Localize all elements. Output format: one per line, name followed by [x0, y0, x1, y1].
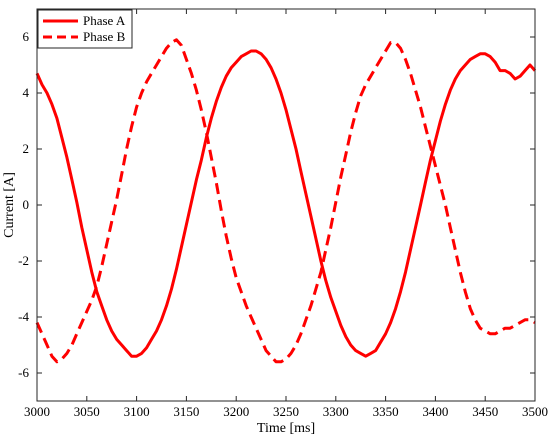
- x-tick-label: 3350: [373, 404, 399, 419]
- y-tick-label: 0: [23, 197, 30, 212]
- series-layer: [35, 38, 537, 364]
- x-tick-label: 3050: [74, 404, 100, 419]
- y-tick-label: 2: [23, 141, 30, 156]
- legend-label-phase-a: Phase A: [83, 13, 126, 28]
- series-line-phase-a: [35, 49, 537, 358]
- x-tick-label: 3200: [223, 404, 249, 419]
- x-tick-label: 3000: [24, 404, 50, 419]
- x-tick-label: 3100: [124, 404, 150, 419]
- x-axis-title: Time [ms]: [257, 421, 315, 436]
- plot-frame: [36, 8, 536, 402]
- legend-box: [37, 9, 133, 49]
- x-tick-label: 3450: [472, 404, 498, 419]
- x-tick-label: 3150: [173, 404, 199, 419]
- y-tick-label: -4: [18, 309, 29, 324]
- y-tick-label: -2: [18, 253, 29, 268]
- y-tick-label: -6: [18, 365, 29, 380]
- x-tick-label: 3400: [422, 404, 448, 419]
- legend: Phase A Phase B: [37, 9, 133, 49]
- legend-label-phase-b: Phase B: [83, 29, 126, 44]
- y-axis-title: Current [A]: [2, 172, 17, 238]
- plot-area: [37, 9, 535, 401]
- x-tick-label: 3250: [273, 404, 299, 419]
- axis-ticks: 3000 3050 3100 3150 3200 3250 3300 3350 3400 3450…: [18, 9, 548, 419]
- x-tick-label: 3300: [323, 404, 349, 419]
- y-tick-label: 6: [23, 29, 30, 44]
- x-tick-label: 3500: [522, 404, 548, 419]
- y-tick-label: 4: [23, 85, 30, 100]
